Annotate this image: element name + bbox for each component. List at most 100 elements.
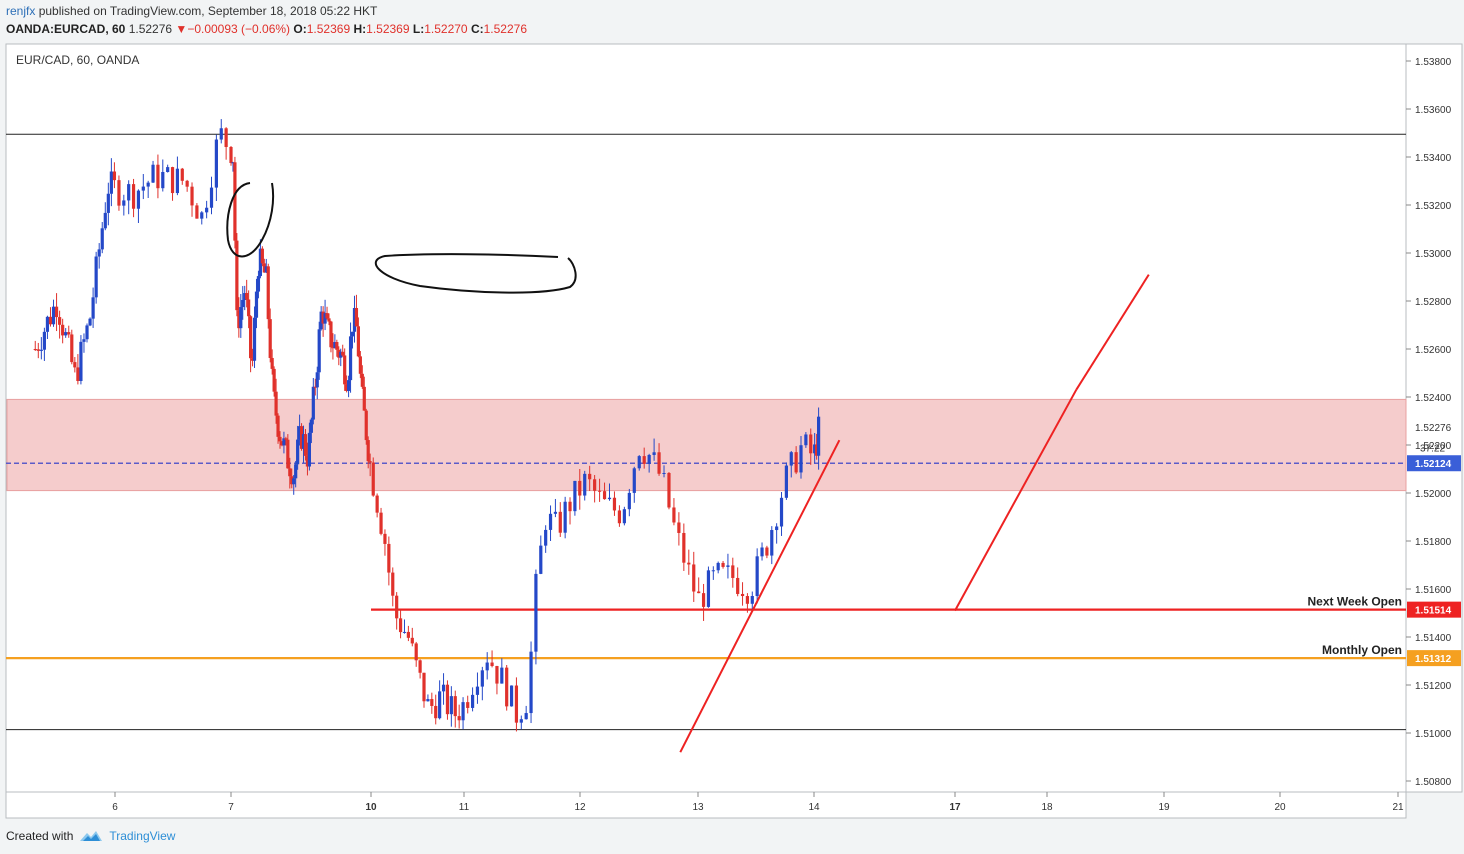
candle-body [313, 386, 317, 388]
candle-body [156, 164, 160, 189]
y-tick-label: 1.52600 [1415, 345, 1452, 356]
freehand-ellipse-annotation [374, 253, 577, 294]
candle-body [299, 426, 304, 449]
price-label: 1.52276 [1415, 423, 1452, 434]
candle-body [305, 455, 310, 467]
candle-body [272, 368, 276, 392]
candle-body [290, 476, 294, 485]
author-link[interactable]: renjfx [6, 4, 36, 18]
candle-body [387, 543, 391, 573]
candle-body [67, 332, 71, 335]
y-tick-label: 1.51200 [1415, 681, 1452, 692]
candle-body [383, 533, 387, 544]
trend-line[interactable] [679, 439, 841, 753]
candle-body [51, 306, 56, 325]
candle-body [544, 529, 548, 546]
candle-body [166, 167, 170, 173]
candle-body [721, 562, 725, 567]
candle-body [292, 478, 296, 485]
candle-body [266, 266, 270, 320]
y-tick-label: 1.52800 [1415, 297, 1452, 308]
publish-text: published on TradingView.com, September … [38, 4, 378, 18]
candle-body [514, 685, 519, 723]
candle-body [692, 564, 696, 592]
candle-body [61, 324, 65, 336]
candle-body [42, 331, 46, 350]
candle-body [309, 419, 313, 433]
candle-body [449, 696, 453, 715]
candle-body [122, 200, 126, 206]
candle-body [294, 464, 298, 479]
trend-line[interactable] [954, 389, 1078, 612]
candle-body [755, 556, 759, 597]
candle-body [627, 492, 631, 510]
candle-body [131, 184, 136, 209]
candle-body [430, 699, 434, 706]
candle-body [348, 336, 353, 381]
candle-body [319, 311, 323, 330]
candle-body [736, 577, 740, 594]
candle-body [252, 317, 257, 361]
candle-body [270, 357, 274, 369]
candle-body [311, 386, 315, 420]
candle-body [706, 570, 711, 607]
horizontal-line-label: Monthly Open [1322, 643, 1402, 657]
candle-body [379, 512, 383, 534]
candle-body [264, 266, 268, 273]
candle-body [418, 660, 422, 673]
candle-body [231, 162, 235, 164]
candle-body [711, 570, 715, 572]
candle-body [765, 547, 769, 556]
candle-body [677, 522, 681, 533]
candle-body [395, 595, 399, 619]
candle-body [426, 699, 430, 702]
candle-body [817, 416, 821, 456]
candle-body [245, 293, 249, 300]
candle-body [117, 180, 121, 206]
candle-body [146, 182, 150, 187]
candle-body [697, 591, 701, 594]
trend-line[interactable] [1075, 274, 1150, 391]
y-tick-label: 1.52400 [1415, 393, 1452, 404]
candle-countdown: 37:22 [1420, 443, 1445, 454]
candle-body [339, 351, 343, 358]
candle-body [106, 193, 110, 213]
candle-body [593, 479, 597, 491]
candle-body [441, 684, 446, 692]
tradingview-brand-link[interactable]: TradingView [109, 829, 176, 843]
low-label: L: [412, 22, 425, 36]
candle-body [276, 415, 280, 437]
y-tick-label: 1.50800 [1415, 777, 1452, 788]
candle-body [76, 367, 80, 381]
candle-body [809, 434, 813, 454]
x-tick-label: 14 [808, 802, 820, 813]
candle-body [327, 318, 331, 322]
y-tick-label: 1.51600 [1415, 585, 1452, 596]
symbol-name: OANDA:EURCAD, 60 [6, 22, 126, 36]
candle-body [750, 596, 754, 604]
candle-body [219, 128, 223, 140]
y-tick-label: 1.52200 [1415, 441, 1452, 452]
candle-body [315, 372, 319, 388]
candle-body [345, 384, 349, 391]
y-tick-label: 1.51400 [1415, 633, 1452, 644]
candle-body [354, 307, 359, 327]
candle-body [466, 702, 470, 708]
price-axis[interactable] [1405, 43, 1463, 793]
candle-body [286, 439, 290, 469]
candle-body [190, 186, 194, 206]
candle-body [237, 310, 241, 329]
candle-body [350, 331, 355, 337]
x-tick-label: 7 [228, 802, 234, 813]
candle-body [716, 562, 720, 571]
candle-body [667, 472, 671, 508]
candle-body [161, 172, 165, 189]
candle-body [347, 380, 351, 391]
candle-body [470, 694, 475, 708]
candle-body [548, 513, 553, 530]
candle-body [91, 297, 95, 319]
candle-body [391, 572, 395, 596]
candle-body [280, 441, 284, 446]
time-axis[interactable] [5, 791, 1407, 819]
